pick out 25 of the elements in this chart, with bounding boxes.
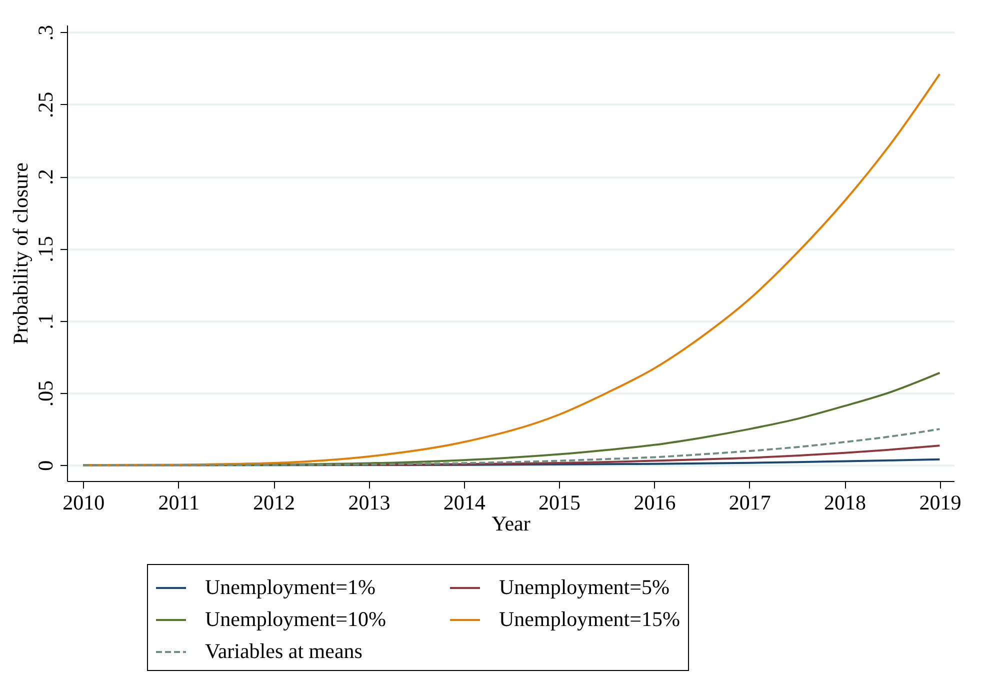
- y-tick-label: .2: [34, 169, 58, 185]
- x-tick-label: 2019: [919, 490, 962, 514]
- y-tick-label: .1: [34, 313, 58, 330]
- x-tick-label: 2016: [634, 490, 676, 514]
- x-tick-label: 2017: [728, 490, 771, 514]
- x-axis-title: Year: [492, 512, 530, 536]
- x-tick-label: 2018: [824, 490, 866, 514]
- x-tick-label: 2014: [443, 490, 486, 514]
- y-tick-label: 0: [34, 460, 58, 471]
- legend-label: Unemployment=5%: [499, 575, 670, 599]
- x-tick-label: 2011: [158, 490, 200, 514]
- line-series: [82, 428, 941, 466]
- legend-label: Unemployment=1%: [205, 575, 376, 599]
- y-tick-label: .15: [34, 236, 58, 262]
- legend-label: Unemployment=10%: [205, 607, 386, 631]
- y-tick-label: .25: [34, 92, 58, 118]
- x-tick-label: 2013: [348, 490, 390, 514]
- y-tick-label: .05: [34, 380, 58, 407]
- legend-label: Variables at means: [205, 639, 362, 663]
- y-axis-title: Probability of closure: [8, 162, 32, 344]
- x-tick-label: 2010: [62, 490, 105, 514]
- y-tick-label: .3: [34, 24, 58, 41]
- x-tick-label: 2015: [538, 490, 581, 514]
- legend-label: Unemployment=15%: [499, 607, 680, 631]
- x-tick-label: 2012: [253, 490, 296, 514]
